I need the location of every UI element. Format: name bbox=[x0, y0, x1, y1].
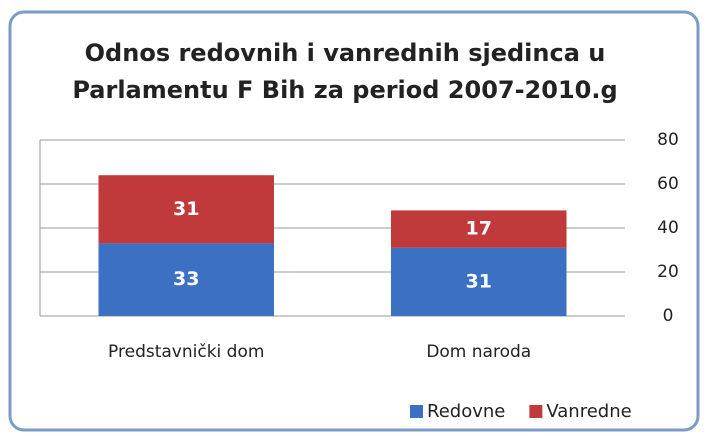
y-tick-label: 60 bbox=[657, 174, 679, 194]
data-label: 33 bbox=[173, 268, 199, 290]
x-tick-label: Predstavnički dom bbox=[108, 342, 264, 362]
y-tick-label: 40 bbox=[657, 218, 679, 238]
bar-segment bbox=[391, 247, 567, 316]
legend-label: Vanredne bbox=[546, 401, 631, 422]
legend-swatch bbox=[410, 405, 423, 418]
chart-title: Parlamentu F Bih za period 2007-2010.g bbox=[72, 76, 617, 104]
data-label: 31 bbox=[466, 270, 492, 292]
bar-segment bbox=[391, 210, 567, 248]
y-tick-label: 0 bbox=[663, 306, 674, 326]
y-tick-label: 80 bbox=[657, 130, 679, 150]
data-label: 17 bbox=[466, 218, 492, 240]
chart-frame bbox=[8, 10, 700, 432]
data-label: 31 bbox=[173, 198, 199, 220]
bar-segment bbox=[98, 243, 274, 316]
legend-swatch bbox=[529, 405, 543, 418]
bar-segment bbox=[98, 175, 274, 244]
chart-title: Odnos redovnih i vanrednih sjedinca u bbox=[85, 39, 606, 67]
x-tick-label: Dom naroda bbox=[426, 342, 531, 362]
y-tick-label: 20 bbox=[657, 262, 679, 282]
legend-label: Redovne bbox=[427, 401, 505, 422]
